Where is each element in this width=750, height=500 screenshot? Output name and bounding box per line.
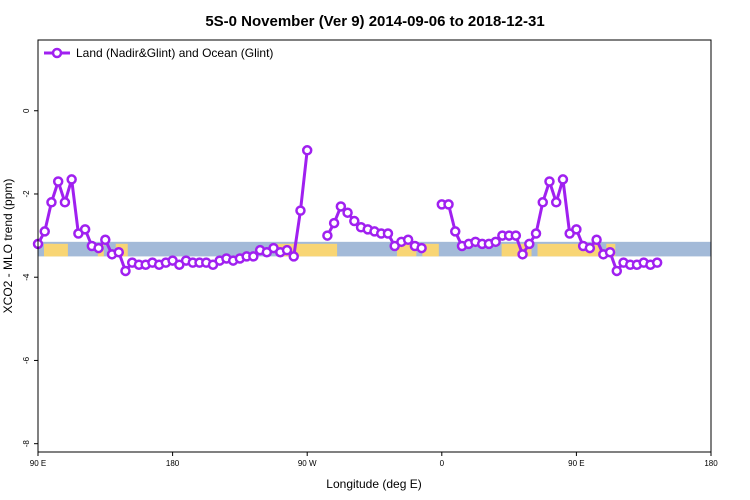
chart-title: 5S-0 November (Ver 9) 2014-09-06 to 2018… [205,13,544,30]
data-point [59,197,71,208]
legend-label: Land (Nadir&Glint) and Ocean (Glint) [76,46,273,60]
legend: Land (Nadir&Glint) and Ocean (Glint) [44,46,273,60]
data-point [328,217,340,229]
data-point [93,242,104,254]
y-axis-label: XCO2 - MLO trend (ppm) [1,179,15,314]
x-tick-label: 180 [166,459,180,468]
data-point [584,242,596,254]
series-layer [32,145,663,277]
data-point [335,201,347,212]
data-point [591,234,602,246]
x-axis: 90 E 180 90 W 0 90 E 180 [30,452,718,468]
data-point [550,197,562,208]
land-patch [46,243,68,257]
data-point [288,251,299,262]
y-axis: 0 -2 -4 -6 -8 [22,108,38,447]
y-tick-label: -4 [22,273,31,281]
data-point [530,228,542,239]
data-point [604,246,616,258]
data-point [322,230,333,241]
data-point [443,199,454,210]
data-point [52,176,64,187]
data-point [46,197,57,208]
data-point [544,176,555,187]
y-tick-label: -6 [22,356,31,364]
y-tick-label: -2 [22,190,31,198]
data-point [100,234,111,246]
x-tick-label: 90 E [30,459,46,468]
data-point [120,265,131,277]
data-point [416,242,427,254]
data-point [295,205,306,216]
x-tick-label: 180 [704,459,718,468]
data-point [571,224,582,235]
x-tick-label: 0 [440,459,445,468]
data-point [66,174,77,185]
data-point [517,249,528,260]
data-point [248,251,259,262]
data-point [524,238,535,250]
data-point [450,226,461,237]
data-point [301,145,313,156]
data-point [490,236,501,248]
data-point [510,230,522,241]
data-point [349,215,360,227]
data-point [537,197,548,208]
data-point [557,174,569,185]
y-tick-label: -8 [22,440,31,448]
legend-marker-swatch [51,47,63,59]
data-point [402,234,414,246]
plot-frame [37,39,712,453]
x-axis-label: Longitude (deg E) [326,477,421,491]
data-point [382,228,394,239]
x-tick-label: 90 W [298,459,317,468]
data-point [281,244,293,256]
data-point [79,224,91,235]
data-point [651,257,663,268]
data-point [342,207,353,218]
x-tick-label: 90 E [568,459,584,468]
y-tick-label: 0 [22,108,31,113]
data-point [39,226,50,237]
data-point [611,265,623,277]
data-point [113,246,125,258]
series-line [441,177,658,273]
